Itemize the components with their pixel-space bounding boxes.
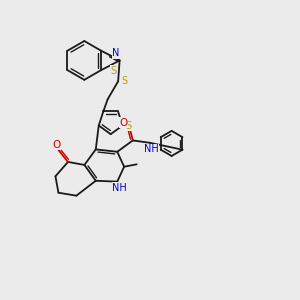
Text: N: N [112,48,120,58]
Text: O: O [120,118,128,128]
Text: NH: NH [112,183,127,193]
Text: S: S [121,76,127,86]
Text: S: S [125,121,132,130]
Text: O: O [52,140,61,150]
Text: S: S [110,66,116,76]
Text: NH: NH [144,144,159,154]
